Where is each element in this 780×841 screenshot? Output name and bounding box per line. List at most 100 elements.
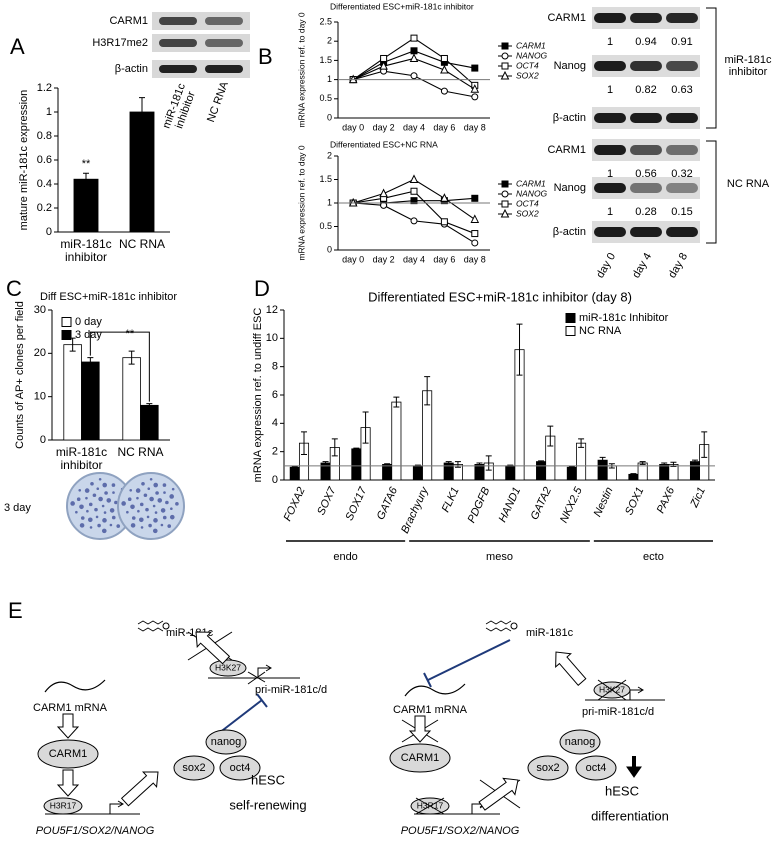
error-bar [301,431,308,455]
legend-marker [500,70,510,80]
cell-label: hESC [605,783,639,798]
ap-clone [89,526,93,529]
ap-clone [145,507,149,512]
blot-band [159,39,197,47]
mirna-label: miR-181c [526,627,574,639]
y-tick-label: 1 [327,197,332,207]
blot-band [666,227,698,237]
mirna-hairpin [137,620,164,632]
x-tick-label: miR-181c inhibitor [60,237,112,265]
marker [409,53,419,62]
legend-label: SOX2 [516,70,539,80]
y-tick-label: 0.4 [37,178,52,190]
error-bar [139,97,145,112]
ap-clone [149,496,154,502]
densitometry-value: 0.15 [671,206,692,218]
mrna-strand [404,683,466,697]
group-bracket [706,7,717,129]
marker [470,84,480,93]
legend-marker [501,190,509,198]
y-axis-label: mature miR-181c expression [18,90,30,231]
marker [440,64,449,74]
panel-letter: D [254,276,270,301]
bar [81,361,100,441]
legend-label: 0 day [75,316,102,328]
error-bar [701,431,708,458]
legend-marker [501,52,509,60]
error-bar [362,411,369,444]
ap-clone [88,517,93,523]
x-tick-label: day 4 [403,122,425,132]
ap-clone [102,518,107,523]
y-tick-label: 2 [327,150,332,160]
error-bar [128,350,135,365]
blot-band [666,183,698,193]
arrow [408,715,432,743]
legend-marker [501,200,509,208]
x-tick-label: NC RNA [117,445,164,459]
histone-label: H3K27 [599,684,625,694]
ap-clone [127,497,132,502]
ap-clone [88,502,93,507]
ap-clone [135,488,141,493]
bar [505,465,516,481]
blot-band [594,61,626,71]
annotation: ** [82,158,91,170]
x-tick-label: day 2 [373,122,395,132]
arrow [120,771,159,807]
bar [659,464,670,481]
ap-clone [146,515,150,519]
ap-clone [171,487,175,491]
factor-label: oct4 [230,762,251,774]
diagram-left [37,620,300,815]
ap-clone [136,496,139,500]
blot-lane-label: day 4 [630,251,654,280]
densitometry-value: 1 [607,84,613,96]
blot-band [666,61,698,71]
marker [379,61,388,70]
blot-band [630,183,662,193]
error-bar [568,466,575,469]
protein [389,743,451,773]
error-bar [424,376,431,406]
ap-clone [98,477,102,481]
legend-label: NANOG [516,188,548,198]
ap-clone [90,481,94,486]
blot-row-label: H3R17me2 [92,37,148,49]
ap-clone [130,504,135,510]
ap-clone [154,511,158,514]
ap-clone [78,489,82,492]
error-bar [538,460,545,463]
bar [122,357,141,441]
error-bar [691,459,698,464]
bar [63,344,82,441]
state-label: self-renewing [229,797,306,812]
blot-lane-label: day 0 [594,251,618,280]
marker [471,239,479,247]
ap-clone [137,509,140,513]
x-tick-label: FLK1 [440,485,462,514]
state-label: differentiation [591,808,669,823]
ap-clone [94,507,98,512]
marker [440,54,448,62]
y-tick-label: 12 [266,304,278,316]
y-tick-label: 6 [272,389,278,401]
x-tick-label: SOX1 [623,485,646,517]
blot-band [159,17,197,25]
marker [471,93,479,101]
error-bar [630,473,637,476]
densitometry-value: 0.56 [635,168,656,180]
blot-strip [152,12,250,30]
panel-letter: B [258,44,273,69]
panel-letter: C [6,276,22,301]
densitometry-value: 0.28 [635,206,656,218]
error-bar [578,438,585,448]
marker [471,64,479,72]
legend-label: OCT4 [516,198,539,208]
y-tick-label: 1.2 [37,82,52,94]
mirna-loop [510,622,518,630]
blot-band [594,145,626,155]
ap-clone [75,510,78,514]
x-tick-label: Brachyury [399,484,431,535]
legend-label: SOX2 [516,208,539,218]
